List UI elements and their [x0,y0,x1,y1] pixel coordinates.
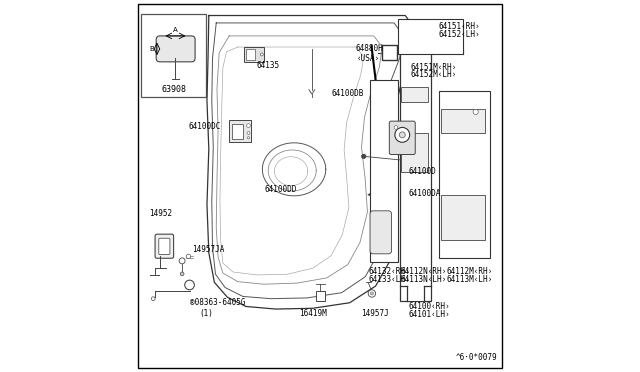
Circle shape [394,126,398,129]
Bar [141,14,206,97]
Bar [370,80,398,262]
Text: S: S [188,282,191,288]
Circle shape [185,280,195,290]
Circle shape [246,124,250,128]
Bar [246,49,255,60]
Text: 64133‹LH›: 64133‹LH› [368,275,410,284]
Bar [400,49,431,301]
Text: A: A [173,27,178,33]
FancyBboxPatch shape [441,109,485,133]
Text: 64101‹LH›: 64101‹LH› [408,310,450,319]
Text: 63908: 63908 [161,85,186,94]
Circle shape [362,154,366,158]
Bar [382,45,397,60]
FancyBboxPatch shape [401,134,428,172]
Text: 64152M‹LH›: 64152M‹LH› [411,70,457,79]
Circle shape [179,258,185,264]
FancyBboxPatch shape [389,121,415,154]
Bar [438,92,490,258]
Circle shape [180,272,184,276]
Text: 64112N‹RH›: 64112N‹RH› [401,267,447,276]
Text: 64113N‹LH›: 64113N‹LH› [401,275,447,284]
Circle shape [368,290,376,297]
Text: ‹USA›: ‹USA› [356,54,380,62]
Text: 64100DB: 64100DB [331,89,364,98]
Text: 64152‹LH›: 64152‹LH› [438,30,480,39]
Circle shape [247,132,250,135]
Text: 64880H: 64880H [355,44,383,53]
Text: 16419M: 16419M [300,310,328,318]
Text: ®08363-6405G: ®08363-6405G [190,298,246,307]
Circle shape [260,53,263,56]
Circle shape [248,137,250,139]
Circle shape [152,297,155,301]
Bar [398,19,463,54]
Text: 64100‹RH›: 64100‹RH› [408,302,450,311]
Text: 14952: 14952 [148,209,172,218]
Bar [407,286,424,301]
FancyBboxPatch shape [370,211,392,254]
Text: (1): (1) [200,310,213,318]
Circle shape [399,132,405,138]
Bar [232,125,243,138]
FancyBboxPatch shape [155,234,173,258]
Text: 14957JA: 14957JA [192,244,225,253]
Text: 64100DD: 64100DD [264,185,297,194]
Bar [229,120,252,142]
Circle shape [371,292,373,295]
Circle shape [473,109,478,115]
Text: 64151‹RH›: 64151‹RH› [438,22,480,31]
FancyBboxPatch shape [401,87,428,102]
Text: 64100DA: 64100DA [409,189,442,198]
Text: 64132‹RH›: 64132‹RH› [368,267,410,276]
Text: ^6·0*0079: ^6·0*0079 [456,353,497,362]
Text: 64151M‹RH›: 64151M‹RH› [411,63,457,72]
Circle shape [186,254,191,259]
Text: 64112M‹RH›: 64112M‹RH› [446,267,492,276]
FancyBboxPatch shape [156,36,195,62]
Text: 14957J: 14957J [361,310,388,318]
Text: 64100DC: 64100DC [188,122,221,131]
Text: 64113M‹LH›: 64113M‹LH› [446,275,492,284]
Bar [316,291,325,301]
Text: 64100D: 64100D [409,167,436,176]
FancyBboxPatch shape [441,195,485,240]
FancyBboxPatch shape [159,238,170,254]
Bar [244,47,264,62]
Text: B: B [149,46,154,52]
Text: 64135: 64135 [257,61,280,70]
Circle shape [395,128,410,142]
